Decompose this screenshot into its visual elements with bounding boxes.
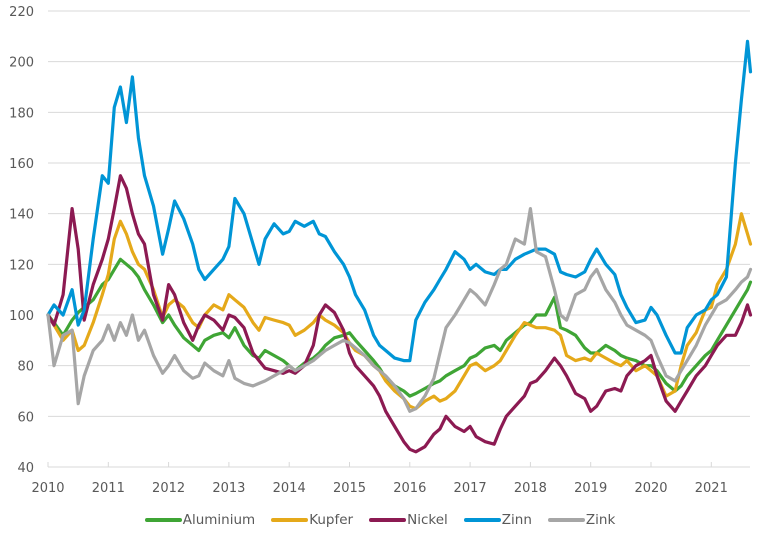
y-tick-label: 200: [9, 56, 34, 71]
legend-item-aluminium: Aluminium: [144, 512, 256, 528]
series-line-kupfer: [46, 212, 753, 411]
x-tick-label: 2020: [634, 481, 667, 496]
x-tick-label: 2011: [92, 481, 125, 496]
y-axis-ticks: 40 60 80 100 120 140 160 180 200 220: [9, 5, 34, 476]
x-tick-label: 2012: [152, 481, 185, 496]
legend: Aluminium Kupfer Nickel Zinn Zink: [0, 512, 760, 528]
y-tick-label: 60: [17, 410, 34, 425]
legend-swatch: [547, 518, 585, 522]
legend-label: Zink: [585, 512, 616, 528]
legend-swatch: [463, 518, 501, 522]
y-tick-label: 120: [9, 258, 34, 273]
x-tick-label: 2018: [514, 481, 547, 496]
x-tick-label: 2019: [574, 481, 607, 496]
legend-item-kupfer: Kupfer: [271, 512, 353, 528]
y-tick-label: 180: [9, 106, 34, 121]
gridlines: [48, 10, 750, 468]
line-chart: 40 60 80 100 120 140 160 180 200 220 2010 2011 2012…: [9, 5, 753, 496]
legend-item-zink: Zink: [547, 512, 616, 528]
series-line-zink: [46, 207, 753, 413]
legend-label: Aluminium: [182, 512, 256, 528]
y-tick-label: 80: [17, 360, 34, 375]
y-tick-label: 100: [9, 309, 34, 324]
legend-item-nickel: Nickel: [369, 512, 448, 528]
x-tick-label: 2013: [212, 481, 245, 496]
y-tick-label: 40: [17, 461, 34, 476]
legend-label: Zinn: [501, 512, 532, 528]
x-tick-label: 2014: [273, 481, 306, 496]
x-tick-label: 2021: [695, 481, 728, 496]
legend-swatch: [144, 518, 182, 522]
x-tick-label: 2017: [454, 481, 487, 496]
series-line-nickel: [46, 174, 753, 454]
legend-item-zinn: Zinn: [463, 512, 532, 528]
legend-swatch: [369, 518, 407, 522]
series-line-aluminium: [46, 257, 753, 398]
series-lines: [46, 39, 753, 454]
x-tick-label: 2016: [393, 481, 426, 496]
x-tick-label: 2015: [333, 481, 366, 496]
y-tick-label: 160: [9, 157, 34, 172]
x-tick-label: 2010: [31, 481, 64, 496]
legend-swatch: [271, 518, 309, 522]
y-tick-label: 140: [9, 208, 34, 223]
y-tick-label: 220: [9, 5, 34, 20]
series-line-zinn: [46, 39, 753, 363]
legend-label: Kupfer: [309, 512, 354, 528]
x-axis-ticks: 2010 2011 2012 2013 2014 2015 2016 2017 2018 2019…: [31, 462, 728, 496]
legend-label: Nickel: [407, 512, 448, 528]
